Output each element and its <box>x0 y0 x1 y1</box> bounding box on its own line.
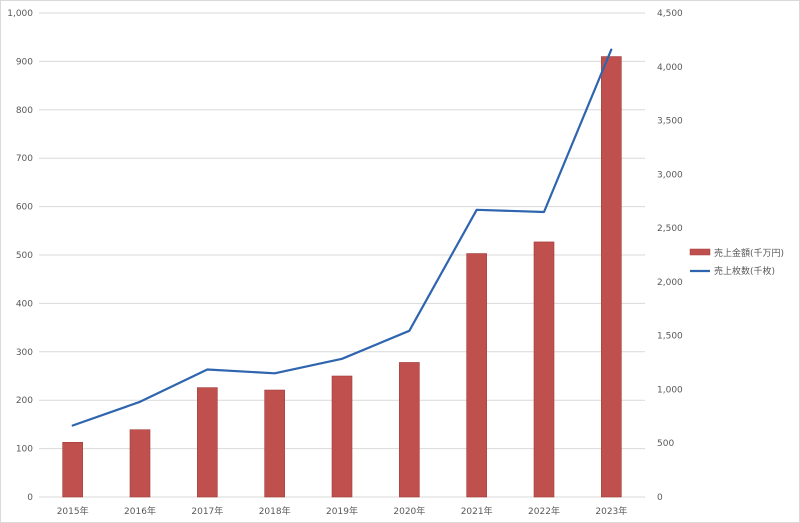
left-axis-tick-label: 700 <box>16 154 33 164</box>
legend-label-sales-amount: 売上金額(千万円) <box>714 247 784 259</box>
bar-sales-amount <box>399 362 420 498</box>
left-axis-tick-label: 600 <box>16 203 33 213</box>
x-axis-tick-label: 2021年 <box>461 505 493 517</box>
bar-sales-amount <box>129 429 151 498</box>
x-axis-tick-label: 2019年 <box>326 505 358 517</box>
left-axis-tick-label: 200 <box>16 396 33 406</box>
left-axis-tick-label: 300 <box>16 348 33 358</box>
left-axis-tick-label: 400 <box>16 299 33 309</box>
left-axis-tick-label: 0 <box>27 493 33 503</box>
legend-swatch-sales-amount <box>689 248 711 256</box>
x-axis-tick-label: 2017年 <box>191 505 223 517</box>
left-axis-tick-label: 100 <box>16 445 33 455</box>
x-axis-tick-label: 2023年 <box>595 505 627 517</box>
right-axis-tick-label: 1,500 <box>657 332 683 342</box>
right-axis-tick-label: 4,000 <box>657 63 683 73</box>
right-axis-tick-label: 0 <box>657 493 663 503</box>
bar-series <box>62 56 622 498</box>
right-axis-tick-label: 500 <box>657 439 674 449</box>
legend-label-sales-units: 売上枚数(千枚) <box>714 265 775 277</box>
x-axis-tick-label: 2015年 <box>57 505 89 517</box>
line-sales-units <box>71 48 613 427</box>
bar-sales-amount <box>601 56 622 498</box>
bar-sales-amount <box>533 241 555 498</box>
right-axis-tick-label: 3,500 <box>657 117 683 127</box>
bar-sales-amount <box>331 375 353 498</box>
left-axis-tick-label: 1,000 <box>7 9 33 19</box>
bar-sales-amount <box>197 387 218 498</box>
left-axis-tick-label: 500 <box>16 251 33 261</box>
right-axis-tick-label: 2,500 <box>657 224 683 234</box>
x-axis-tick-label: 2018年 <box>259 505 291 517</box>
x-axis-tick-label: 2020年 <box>393 505 425 517</box>
left-axis-tick-label: 800 <box>16 106 33 116</box>
right-axis-tick-label: 1,000 <box>657 385 683 395</box>
line-series <box>71 48 613 427</box>
legend: 売上金額(千万円) 売上枚数(千枚) <box>689 247 784 277</box>
x-axis-tick-labels: 2015年 2016年 2017年 2018年 2019年 2020年 2021年 2022年… <box>57 505 628 517</box>
x-axis-tick-label: 2022年 <box>528 505 560 517</box>
bar-sales-amount <box>264 389 285 498</box>
right-axis-tick-labels: 0 500 1,000 1,500 2,000 2,500 3,000 3,500 4,000 4… <box>657 9 683 503</box>
x-axis-tick-label: 2016年 <box>124 505 156 517</box>
right-axis-tick-label: 4,500 <box>657 9 683 19</box>
right-axis-tick-label: 2,000 <box>657 278 683 288</box>
bar-sales-amount <box>62 442 83 498</box>
left-axis-tick-labels: 0 100 200 300 400 500 600 700 800 900 1,000 <box>7 9 33 503</box>
left-axis-tick-label: 900 <box>16 57 33 67</box>
bar-sales-amount <box>466 253 487 498</box>
right-axis-tick-label: 3,000 <box>657 170 683 180</box>
